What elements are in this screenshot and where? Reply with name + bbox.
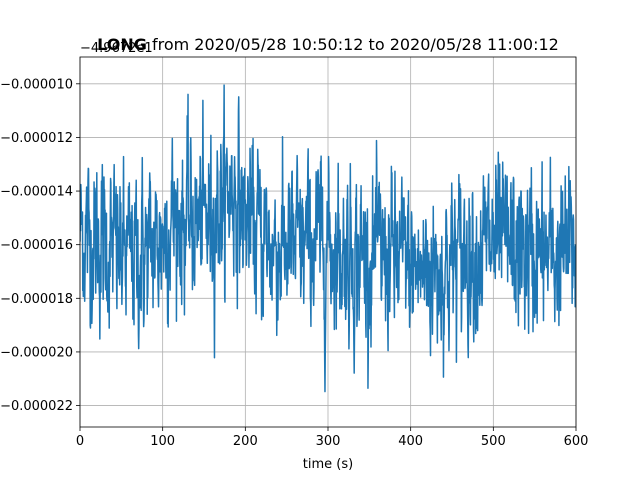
x-tick-label: 100: [150, 434, 175, 449]
x-tick-label: 400: [398, 434, 423, 449]
chart-title-bold: LONG: [97, 35, 147, 54]
x-axis: 0 100 200 300 400 500 600: [76, 427, 589, 449]
y-axis: −0.000010 −0.000012 −0.000014 −0.000016 −0.0…: [0, 77, 80, 414]
x-axis-label: time (s): [303, 457, 353, 472]
y-tick-label: −0.000012: [0, 131, 73, 146]
series-line: [80, 84, 576, 393]
x-tick-label: 200: [233, 434, 258, 449]
y-tick-label: −0.000010: [0, 77, 73, 92]
y-tick-label: −0.000022: [0, 399, 73, 414]
offset-label: −4.9672e1: [80, 41, 153, 56]
chart-title-rest: from 2020/05/28 10:50:12 to 2020/05/28 1…: [147, 35, 559, 54]
chart-title: LONG from 2020/05/28 10:50:12 to 2020/05…: [97, 35, 559, 54]
y-tick-label: −0.000016: [0, 238, 73, 253]
y-tick-label: −0.000020: [0, 345, 73, 360]
y-tick-label: −0.000018: [0, 292, 73, 307]
y-tick-label: −0.000014: [0, 185, 73, 200]
x-tick-label: 500: [481, 434, 506, 449]
x-tick-label: 300: [316, 434, 341, 449]
x-tick-label: 0: [76, 434, 84, 449]
x-tick-label: 600: [564, 434, 589, 449]
plot-area: [80, 84, 576, 393]
